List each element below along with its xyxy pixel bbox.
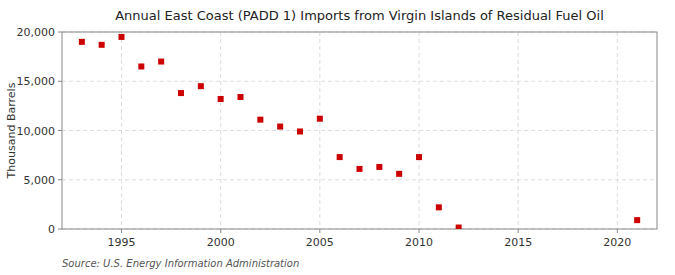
y-tick bbox=[58, 81, 62, 82]
x-grid-line bbox=[617, 32, 618, 229]
x-tick-label: 2005 bbox=[306, 236, 334, 249]
x-tick-label: 2010 bbox=[405, 236, 433, 249]
x-tick bbox=[419, 229, 420, 233]
x-tick bbox=[121, 229, 122, 233]
points bbox=[79, 34, 640, 229]
y-grid-line bbox=[62, 81, 657, 82]
data-point bbox=[416, 154, 422, 160]
x-tick-label: 2000 bbox=[207, 236, 235, 249]
y-tick-label: 15,000 bbox=[17, 75, 56, 88]
x-tick bbox=[518, 229, 519, 233]
data-point bbox=[257, 117, 263, 123]
y-tick bbox=[58, 130, 62, 131]
y-grid-line bbox=[62, 130, 657, 131]
x-tick bbox=[617, 229, 618, 233]
data-point bbox=[119, 34, 125, 40]
axes: 0 5,000 10,000 15,000 20,000 1995 2000 2005 2010… bbox=[17, 26, 658, 249]
data-point bbox=[436, 204, 442, 210]
data-point bbox=[238, 94, 244, 100]
x-tick-label: 1995 bbox=[108, 236, 136, 249]
x-tick-label: 2015 bbox=[504, 236, 532, 249]
y-grid-line bbox=[62, 179, 657, 180]
data-point bbox=[456, 225, 462, 229]
y-tick-label: 0 bbox=[48, 223, 55, 236]
x-grid-line bbox=[121, 32, 122, 229]
data-point bbox=[218, 96, 224, 102]
y-tick-label: 5,000 bbox=[24, 174, 56, 187]
data-point bbox=[297, 128, 303, 134]
data-point bbox=[158, 59, 164, 65]
data-point bbox=[138, 63, 144, 69]
plot-frame bbox=[62, 32, 657, 229]
data-point bbox=[317, 116, 323, 122]
data-point bbox=[396, 171, 402, 177]
data-point bbox=[99, 42, 105, 48]
x-grid-line bbox=[319, 32, 320, 229]
x-tick bbox=[220, 229, 221, 233]
data-point bbox=[277, 124, 283, 130]
data-point bbox=[337, 154, 343, 160]
data-point bbox=[178, 90, 184, 96]
y-tick bbox=[58, 179, 62, 180]
y-tick-label: 10,000 bbox=[17, 125, 56, 138]
x-grid-line bbox=[220, 32, 221, 229]
source-annotation: Source: U.S. Energy Information Administ… bbox=[62, 258, 299, 269]
chart-svg: 0 5,000 10,000 15,000 20,000 1995 2000 2005 2010… bbox=[0, 0, 675, 275]
y-tick bbox=[58, 32, 62, 33]
x-tick bbox=[319, 229, 320, 233]
y-tick bbox=[58, 229, 62, 230]
data-point bbox=[376, 164, 382, 170]
data-point bbox=[357, 166, 363, 172]
x-tick-label: 2020 bbox=[603, 236, 631, 249]
x-grid-line bbox=[518, 32, 519, 229]
background bbox=[0, 0, 675, 275]
data-point bbox=[634, 217, 640, 223]
chart-container: 0 5,000 10,000 15,000 20,000 1995 2000 2005 2010… bbox=[0, 0, 675, 275]
chart-title: Annual East Coast (PADD 1) Imports from … bbox=[115, 8, 604, 23]
data-point bbox=[79, 39, 85, 45]
grid bbox=[62, 32, 657, 229]
y-axis-label: Thousand Barrels bbox=[5, 82, 18, 179]
y-tick-label: 20,000 bbox=[17, 26, 56, 39]
x-grid-line bbox=[419, 32, 420, 229]
data-point bbox=[198, 83, 204, 89]
